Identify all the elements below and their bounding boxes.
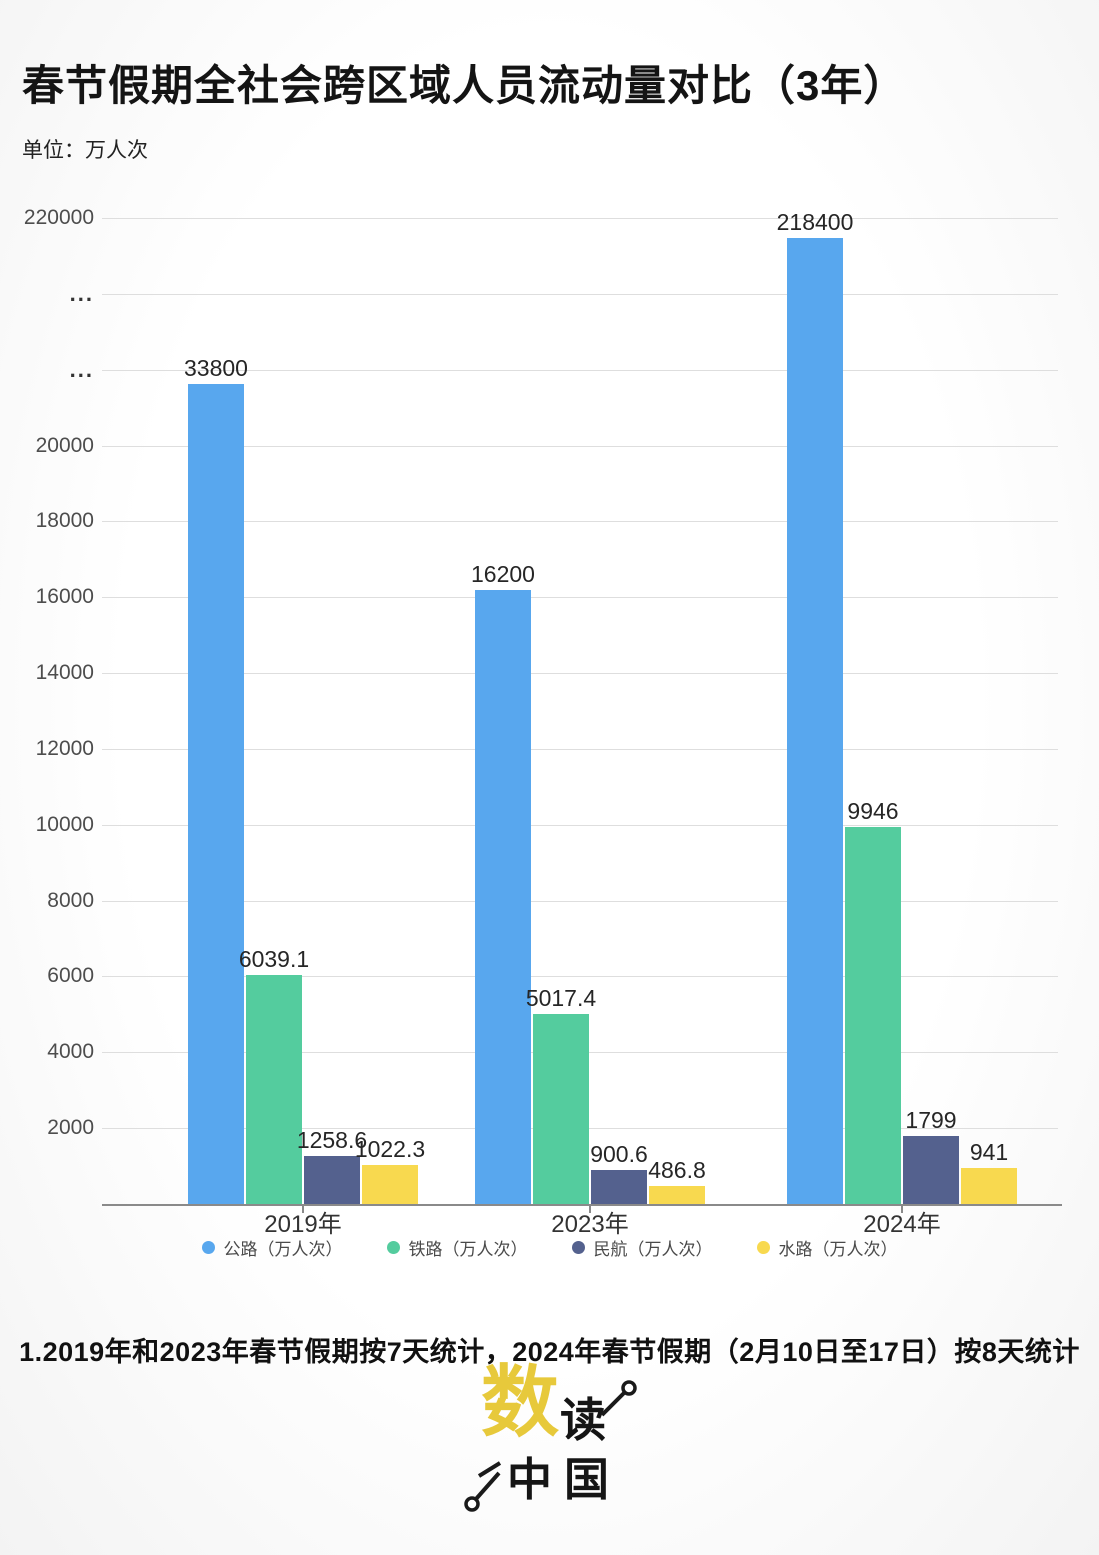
footnote: 1.2019年和2023年春节假期按7天统计，2024年春节假期（2月10日至1… (19, 1337, 1080, 1367)
legend-label-highway: 公路（万人次） (223, 1240, 343, 1259)
x-axis-line (102, 1204, 1062, 1206)
category-label-2019: 2019年 (264, 1211, 342, 1238)
gridline-axis-break-11 (102, 293, 1058, 295)
bar-waterway-2023 (649, 1185, 705, 1204)
bar-railway-2024 (845, 826, 901, 1204)
gridline-20000 (102, 445, 1058, 447)
bar-railway-2019 (246, 974, 302, 1204)
page-title: 春节假期全社会跨区域人员流动量对比（3年） (22, 62, 907, 109)
legend-item-highway: 公路（万人次） (201, 1235, 343, 1260)
x-axis-tick-2024 (901, 1205, 903, 1213)
legend-dot-highway-icon (201, 1241, 215, 1254)
gridline-8000 (102, 900, 1058, 902)
bar-civil-aviation-2023 (591, 1169, 647, 1204)
legend-label-civil-aviation: 民航（万人次） (593, 1240, 713, 1259)
bar-value-label-civil-aviation-2024: 1799 (905, 1106, 957, 1133)
y-axis-label-axis-break-11: ... (69, 280, 94, 306)
bar-civil-aviation-2019 (304, 1156, 360, 1204)
bar-value-label-waterway-2024: 941 (969, 1139, 1009, 1166)
bar-highway-2024 (787, 238, 843, 1204)
bar-value-label-civil-aviation-2023: 900.6 (590, 1140, 648, 1167)
y-axis-label-6000: 6000 (47, 964, 94, 988)
y-axis-label-12000: 12000 (35, 736, 94, 760)
y-axis-label-18000: 18000 (35, 509, 94, 533)
gridline-220000 (102, 217, 1058, 219)
y-axis-label-20000: 20000 (35, 433, 94, 457)
bar-value-label-highway-2019: 33800 (184, 355, 248, 381)
legend-dot-railway-icon (386, 1241, 400, 1254)
legend-label-railway: 铁路（万人次） (408, 1240, 528, 1259)
shudu-zhongguo-logo: 数 读 中国 (455, 1364, 655, 1532)
y-axis-label-4000: 4000 (47, 1040, 94, 1064)
bar-highway-2019 (188, 384, 244, 1204)
y-axis-label-220000: 220000 (23, 205, 94, 229)
bar-waterway-2019 (362, 1165, 418, 1204)
bar-value-label-railway-2024: 9946 (847, 797, 899, 824)
y-axis-label-10000: 10000 (35, 812, 94, 836)
legend-label-waterway: 水路（万人次） (778, 1240, 898, 1259)
logo-needle-decoration-icon (464, 1380, 637, 1512)
bar-waterway-2024 (961, 1168, 1017, 1204)
y-axis-label-16000: 16000 (35, 585, 94, 609)
legend-item-railway: 铁路（万人次） (386, 1235, 528, 1260)
y-axis-label-axis-break-10: ... (69, 356, 94, 382)
bar-value-label-railway-2023: 5017.4 (525, 984, 597, 1011)
category-label-2023: 2023年 (551, 1211, 629, 1238)
bar-highway-2023 (475, 589, 531, 1204)
logo-line-zhongguo: 中国 (507, 1455, 622, 1505)
y-axis-label-8000: 8000 (47, 888, 94, 912)
bar-value-label-waterway-2023: 486.8 (648, 1156, 706, 1183)
unit-label: 单位：万人次 (22, 139, 148, 162)
gridline-6000 (102, 976, 1058, 978)
bar-value-label-highway-2024: 218400 (776, 209, 854, 235)
bar-railway-2023 (533, 1013, 589, 1204)
y-axis-label-2000: 2000 (47, 1116, 94, 1140)
gridline-axis-break-10 (102, 369, 1058, 371)
legend-item-waterway: 水路（万人次） (756, 1235, 898, 1260)
gridline-12000 (102, 748, 1058, 750)
x-axis-tick-2023 (589, 1205, 591, 1213)
bar-value-label-railway-2019: 6039.1 (238, 945, 310, 972)
x-axis-tick-2019 (302, 1205, 304, 1213)
logo-char-shu: 数 (481, 1359, 560, 1446)
legend-dot-civil-aviation-icon (571, 1241, 585, 1254)
bar-value-label-civil-aviation-2019: 1258.6 (296, 1127, 368, 1154)
gridline-10000 (102, 824, 1058, 826)
y-axis-label-14000: 14000 (35, 661, 94, 685)
gridline-14000 (102, 673, 1058, 675)
bar-value-label-highway-2023: 16200 (471, 560, 535, 587)
gridline-16000 (102, 597, 1058, 599)
category-label-2024: 2024年 (863, 1211, 941, 1238)
bar-value-label-waterway-2019: 1022.3 (354, 1136, 426, 1163)
chart-legend: 公路（万人次） 铁路（万人次） 民航（万人次） 水路（万人次） (0, 1235, 1099, 1260)
legend-dot-waterway-icon (756, 1241, 770, 1254)
legend-item-civil-aviation: 民航（万人次） (571, 1235, 713, 1260)
bar-civil-aviation-2024 (903, 1135, 959, 1204)
gridline-18000 (102, 521, 1058, 523)
logo-char-du: 读 (560, 1395, 606, 1446)
